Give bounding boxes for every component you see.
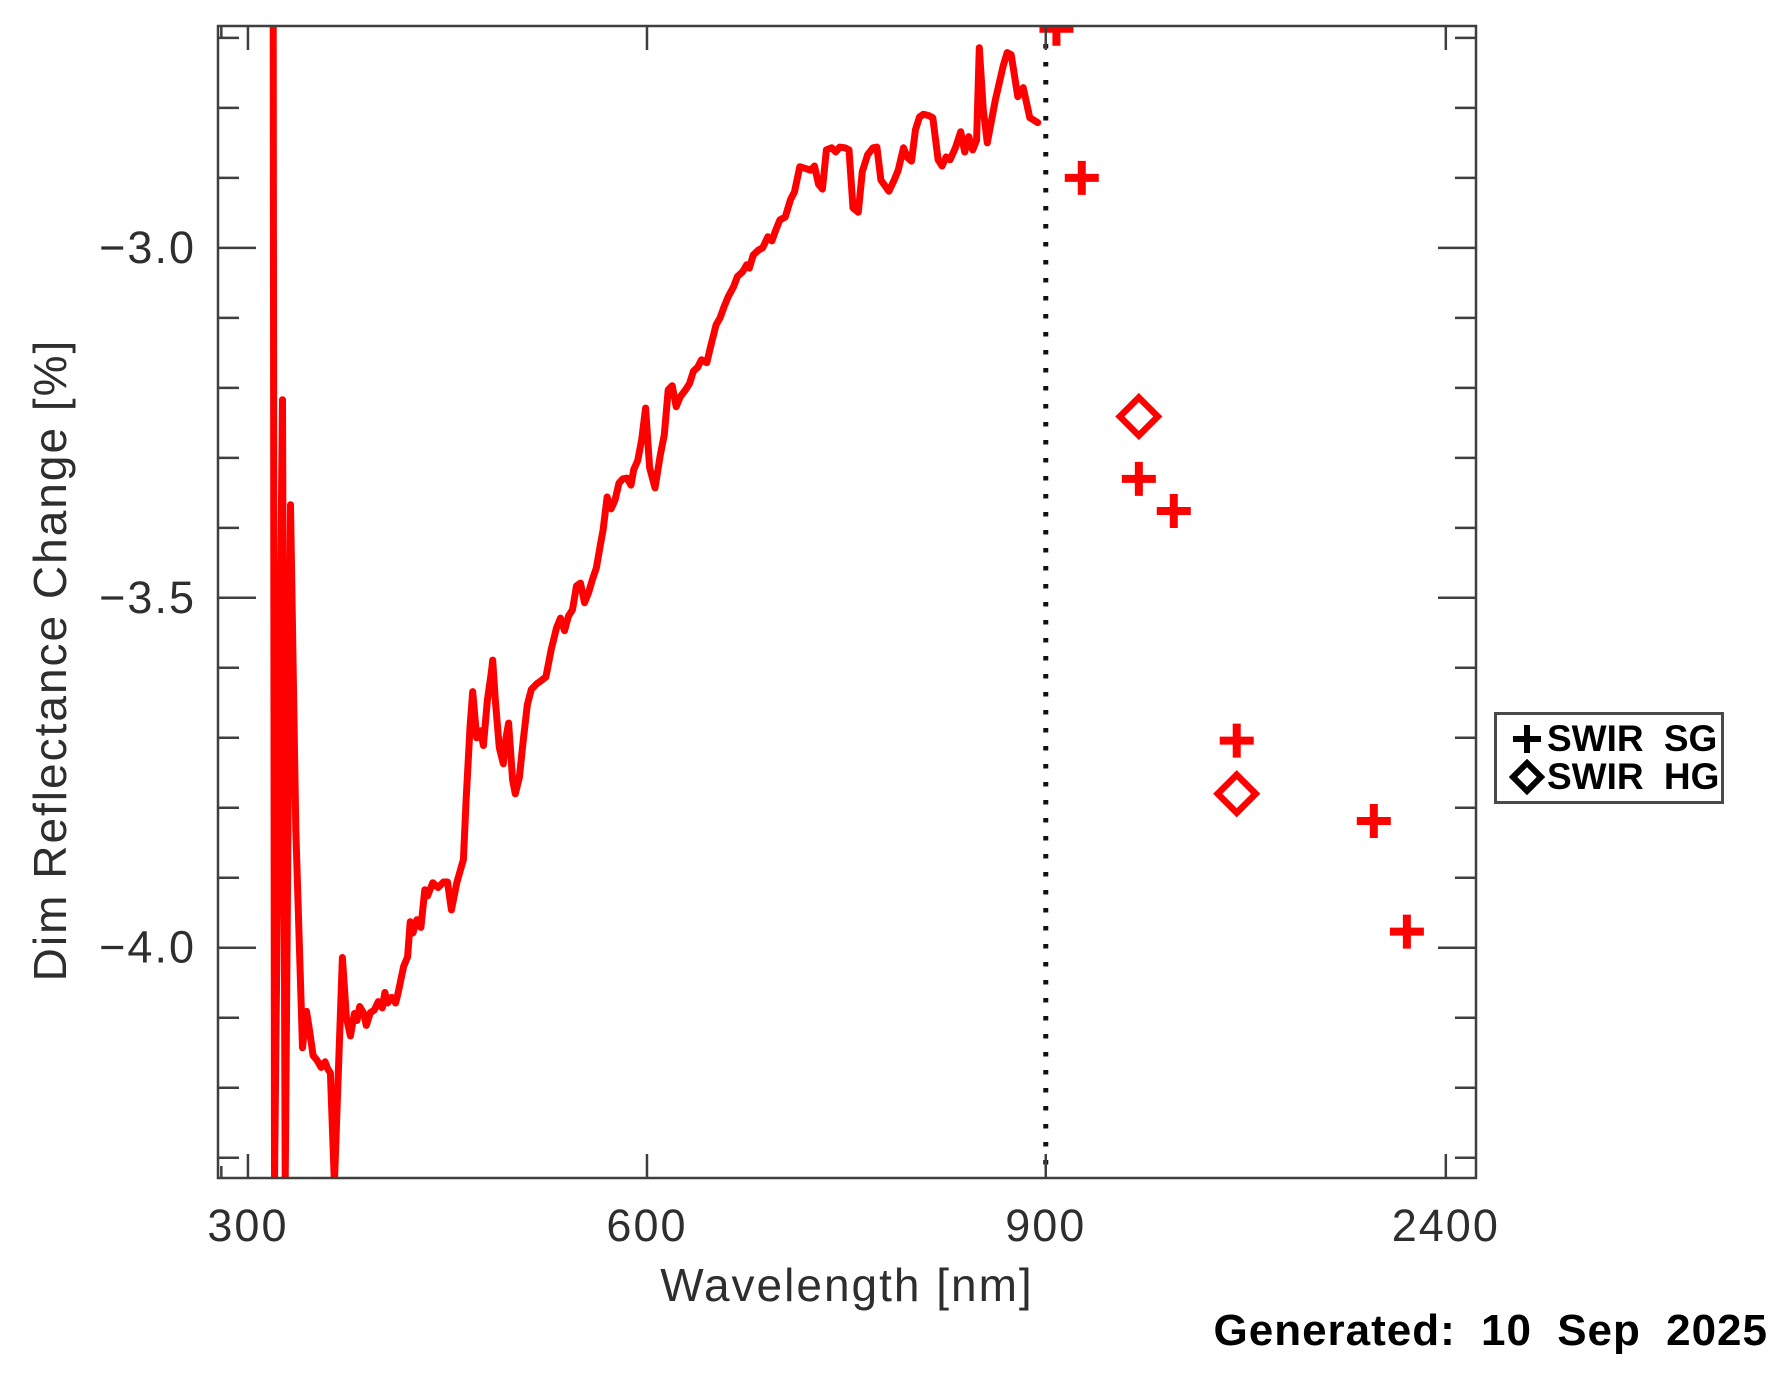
diamond-marker: [1115, 392, 1163, 441]
plus-marker: [1389, 914, 1424, 949]
x-tick-label: 900: [1005, 1200, 1086, 1251]
legend-label: SWIR SG: [1547, 718, 1718, 759]
axis-tick-labels: 300 600 900 2400 −3.0 −3.5 −4.0: [99, 222, 1500, 1251]
x-tick-label: 2400: [1392, 1200, 1500, 1251]
axis-ticks: [218, 26, 1476, 1178]
y-tick-label: −3.5: [99, 572, 196, 623]
y-tick-label: −4.0: [99, 922, 196, 973]
legend-label: SWIR HG: [1547, 756, 1720, 797]
y-axis-title: Dim Reflectance Change [%]: [24, 338, 76, 982]
x-tick-label: 300: [207, 1200, 288, 1251]
chart-series: [269, 26, 1424, 1178]
plus-marker: [1156, 494, 1191, 529]
plus-marker: [1064, 160, 1099, 195]
y-tick-label: −3.0: [99, 222, 196, 273]
legend-entry-swir-sg: SWIR SG: [1507, 718, 1721, 759]
x-axis-title: Wavelength [nm]: [660, 1259, 1034, 1311]
plus-marker: [1121, 461, 1156, 496]
generated-timestamp: Generated: 10 Sep 2025: [1213, 1306, 1768, 1355]
scatter-swir-hg: [1115, 392, 1261, 818]
plot-frame: [216, 24, 1478, 1180]
plus-marker-icon: [1507, 721, 1547, 757]
x-tick-label: 600: [606, 1200, 687, 1251]
plus-marker: [1356, 804, 1391, 839]
vnir-curve: [269, 26, 1042, 1178]
diamond-marker-icon: [1507, 759, 1547, 795]
diamond-marker: [1213, 770, 1261, 818]
legend-entry-swir-hg: SWIR HG: [1507, 756, 1721, 797]
plus-marker: [1219, 723, 1254, 758]
legend: SWIR SG SWIR HG: [1494, 712, 1724, 804]
scatter-swir-sg: [1039, 26, 1424, 949]
